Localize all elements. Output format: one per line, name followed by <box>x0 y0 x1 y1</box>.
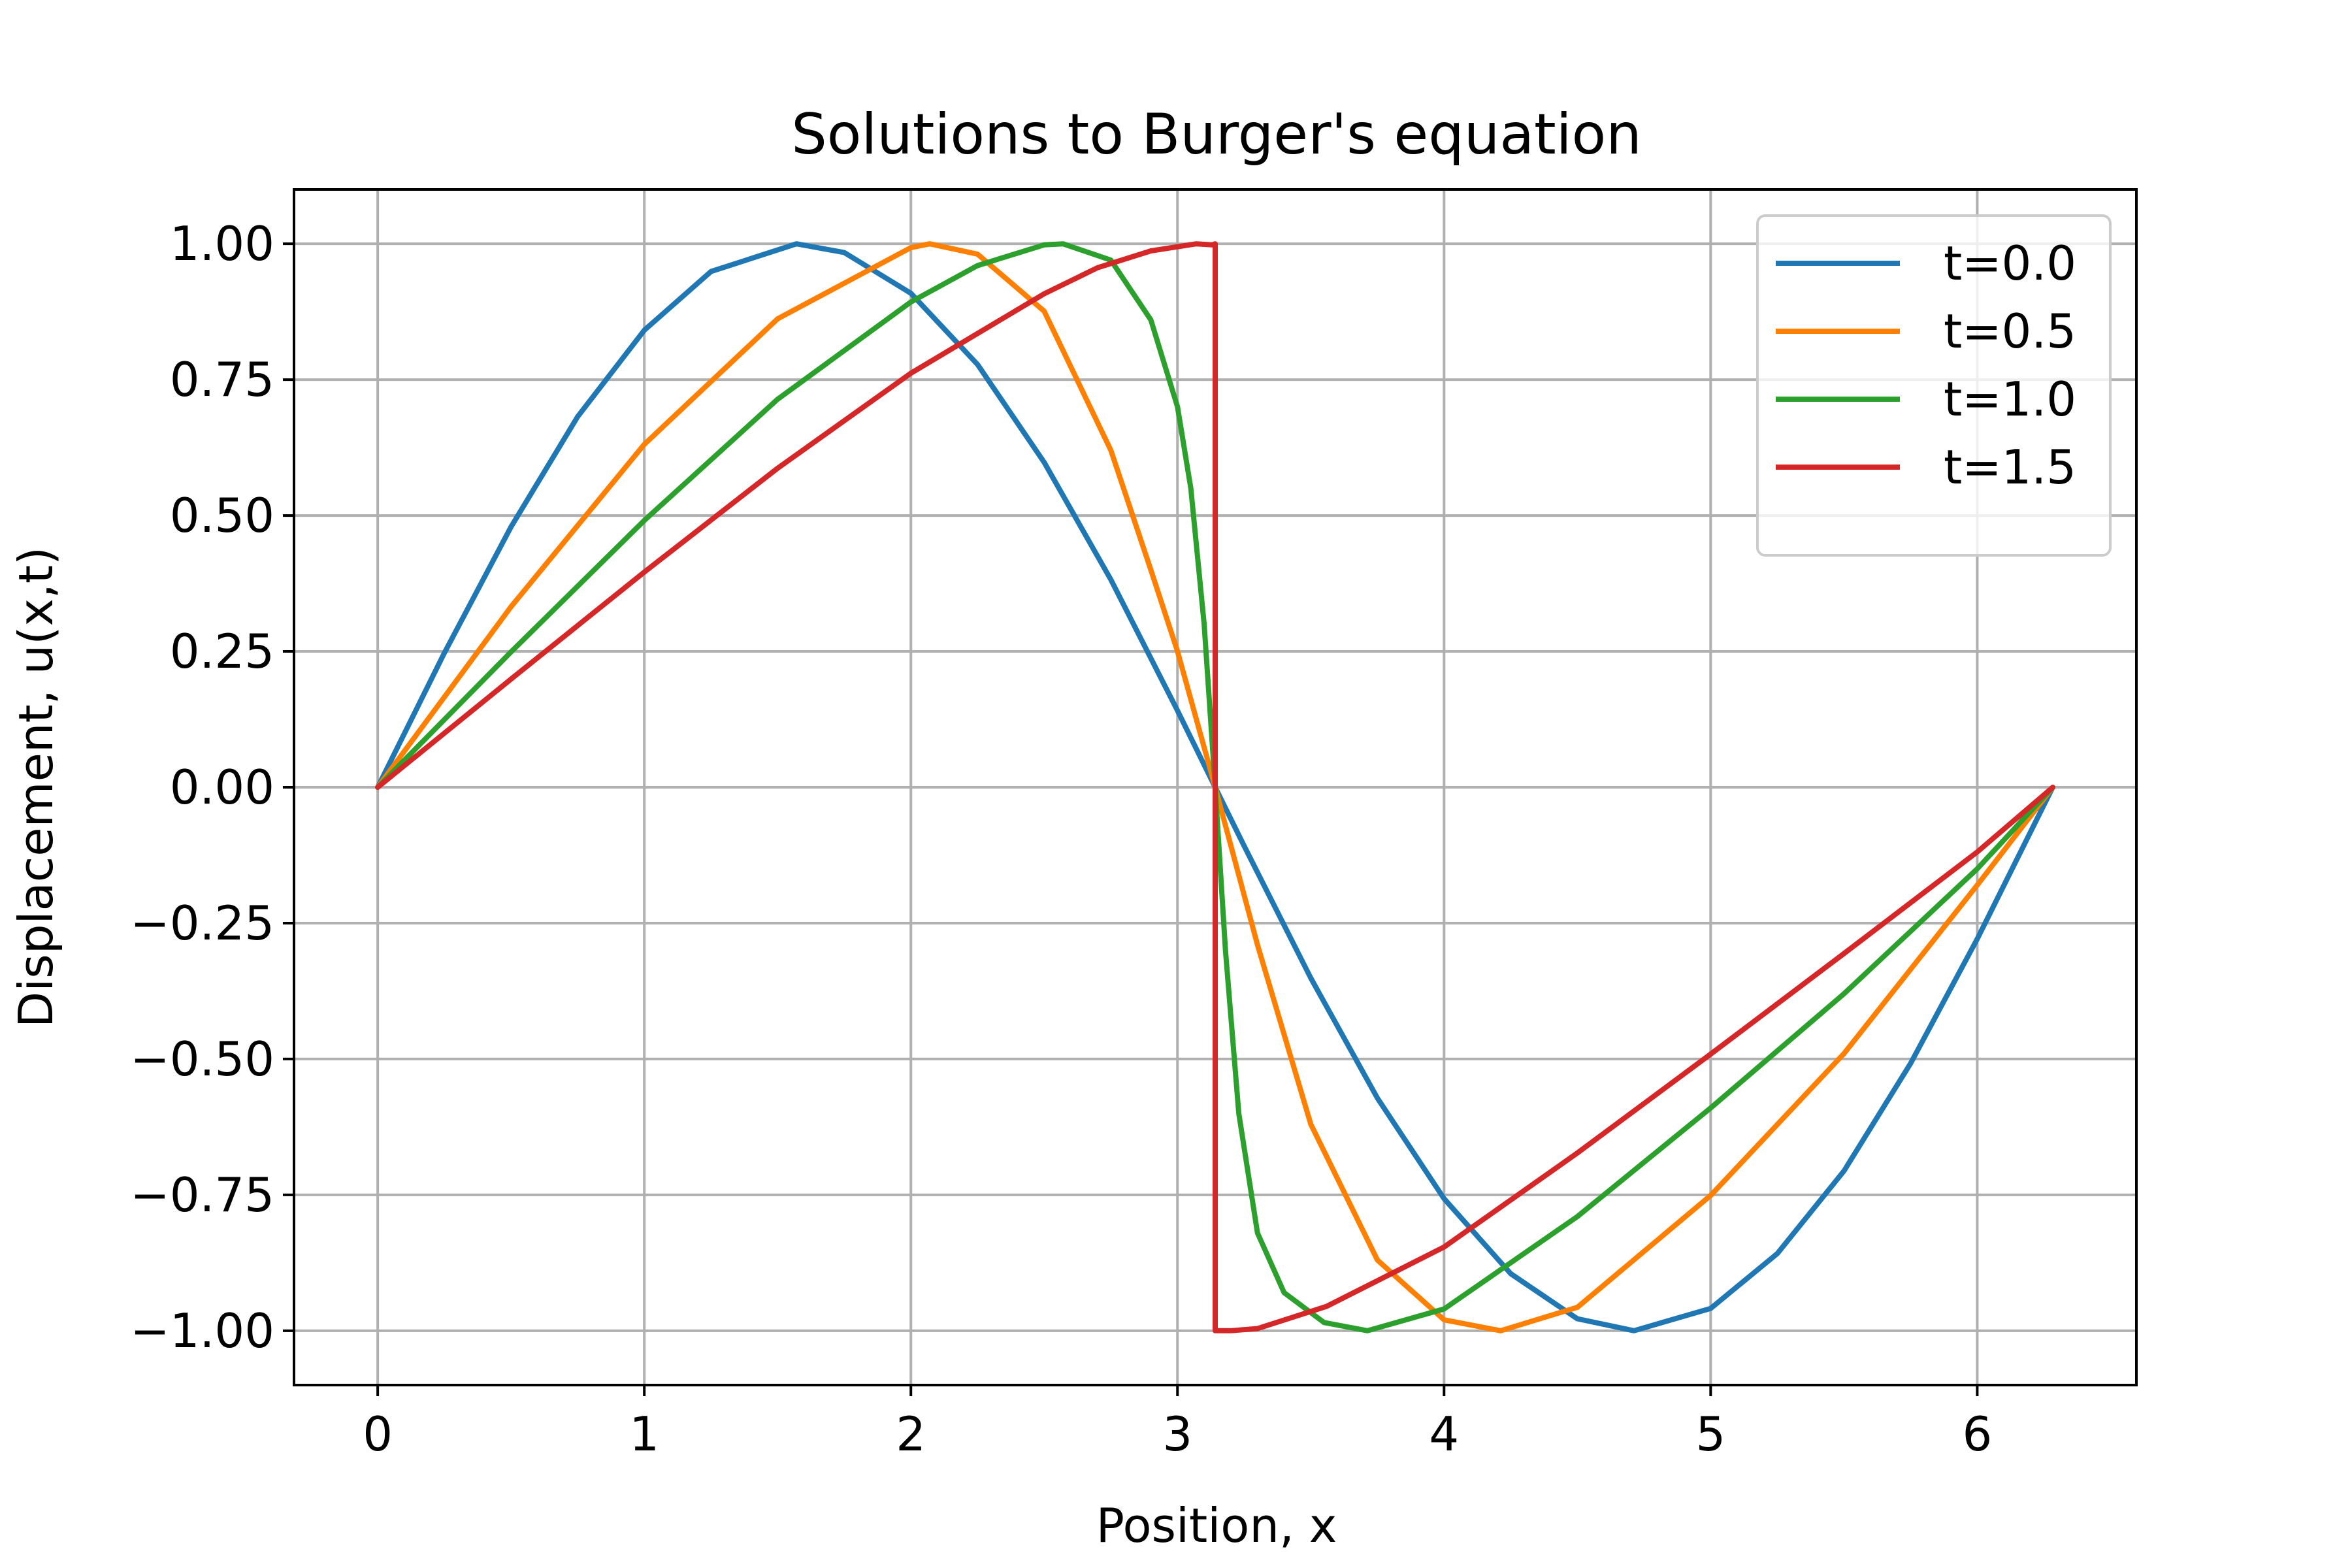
x-tick-label: 3 <box>1162 1407 1192 1462</box>
x-tick-label: 2 <box>896 1407 926 1462</box>
series-lines <box>375 241 2055 1333</box>
y-axis-ticks: 1.00 0.75 0.50 0.25 0.00 −0.25 −0.50 −0.75 −1.00 <box>130 216 294 1358</box>
x-axis-title: Position, x <box>1096 1498 1337 1553</box>
series-line-3 <box>375 241 2055 1333</box>
x-tick-label: 5 <box>1695 1407 1725 1462</box>
x-tick-label: 6 <box>1962 1407 1992 1462</box>
legend-label-0: t=0.0 <box>1944 236 2076 291</box>
chart-title: Solutions to Burger's equation <box>791 102 1642 167</box>
legend: t=0.0 t=0.5 t=1.0 t=1.5 <box>1756 214 2112 557</box>
y-tick-label: −0.50 <box>130 1032 274 1086</box>
y-tick-label: 0.25 <box>170 624 274 679</box>
series-line-2 <box>375 241 2055 1333</box>
x-tick-label: 1 <box>629 1407 659 1462</box>
y-tick-label: 0.50 <box>170 488 274 543</box>
x-axis-ticks: 0 1 2 3 4 5 6 <box>363 1385 1992 1462</box>
y-tick-label: 0.00 <box>170 760 274 815</box>
legend-box <box>1756 214 2112 557</box>
legend-label-3: t=1.5 <box>1944 440 2076 495</box>
y-tick-label: −0.75 <box>130 1168 274 1222</box>
series-line-1 <box>375 241 2055 1333</box>
x-tick-label: 4 <box>1429 1407 1459 1462</box>
legend-label-2: t=1.0 <box>1944 372 2076 427</box>
x-tick-label: 0 <box>363 1407 393 1462</box>
y-tick-label: −1.00 <box>130 1303 274 1358</box>
y-tick-label: 1.00 <box>170 216 274 271</box>
y-tick-label: 0.75 <box>170 352 274 407</box>
legend-label-1: t=0.5 <box>1944 304 2076 359</box>
y-tick-label: −0.25 <box>130 896 274 951</box>
y-axis-title: Displacement, u(x,t) <box>8 547 63 1028</box>
